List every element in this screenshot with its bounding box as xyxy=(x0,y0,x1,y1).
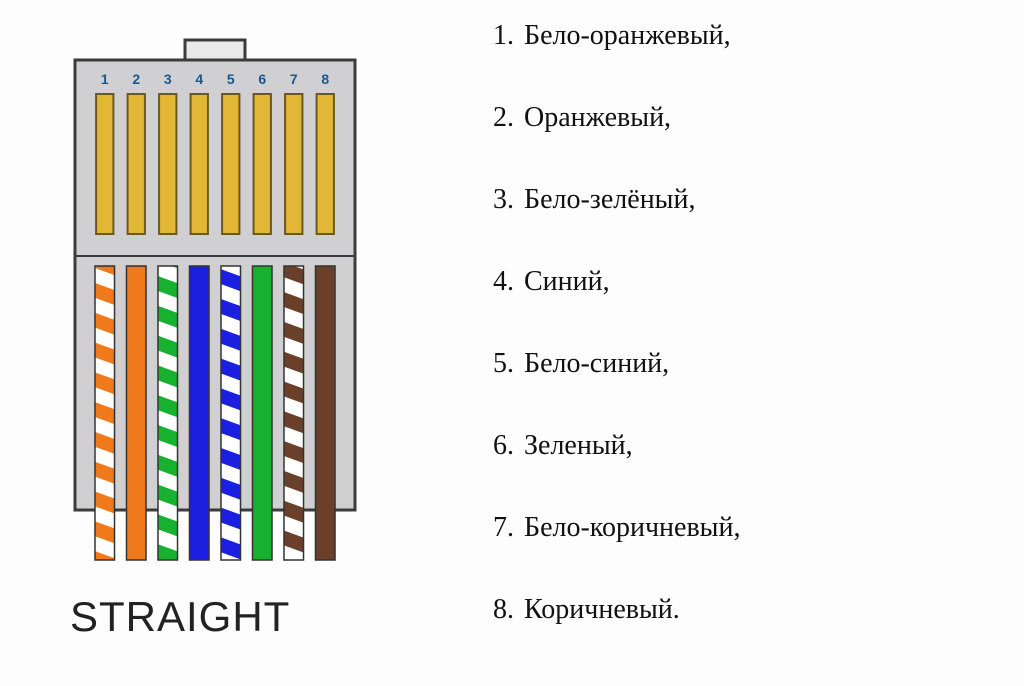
wire-list-number: 1. xyxy=(480,20,524,52)
wire-list-item: 7.Бело-коричневый, xyxy=(480,512,1024,594)
wire-list-text: Бело-зелёный, xyxy=(524,184,695,216)
wire-list-item: 2.Оранжевый, xyxy=(480,102,1024,184)
svg-text:3: 3 xyxy=(164,71,172,87)
wire-list-panel: 1.Бело-оранжевый,2.Оранжевый,3.Бело-зелё… xyxy=(480,0,1024,686)
svg-text:7: 7 xyxy=(290,71,298,87)
connector-panel: 1 2 3 4 5 6 7 8 STRAIGHT xyxy=(0,0,480,686)
svg-text:8: 8 xyxy=(321,71,329,87)
wire-list-text: Бело-синий, xyxy=(524,348,669,380)
wire-list-number: 3. xyxy=(480,184,524,216)
svg-text:6: 6 xyxy=(258,71,266,87)
wire-list-item: 1.Бело-оранжевый, xyxy=(480,20,1024,102)
svg-text:1: 1 xyxy=(101,71,109,87)
wire-list-text: Бело-оранжевый, xyxy=(524,20,731,52)
wire-list-item: 4.Синий, xyxy=(480,266,1024,348)
wire-list-item: 8.Коричневый. xyxy=(480,594,1024,676)
wire-list-number: 8. xyxy=(480,594,524,626)
wire-list-text: Оранжевый, xyxy=(524,102,671,134)
wire-color-list: 1.Бело-оранжевый,2.Оранжевый,3.Бело-зелё… xyxy=(480,20,1024,676)
wire-list-item: 3.Бело-зелёный, xyxy=(480,184,1024,266)
wire-list-item: 5.Бело-синий, xyxy=(480,348,1024,430)
diagram-container: 12345678 STRAIGHT 1.Бело-оранжевый,2.Ора… xyxy=(0,0,1024,686)
wire-list-text: Синий, xyxy=(524,266,610,298)
wire-list-number: 2. xyxy=(480,102,524,134)
rj45-connector: 1 2 3 4 5 6 7 8 xyxy=(55,30,480,575)
wire-list-item: 6.Зеленый, xyxy=(480,430,1024,512)
rj45-svg: 1 2 3 4 5 6 7 8 xyxy=(55,30,375,570)
wire-list-text: Зеленый, xyxy=(524,430,633,462)
wire-list-text: Коричневый. xyxy=(524,594,680,626)
wire-list-number: 6. xyxy=(480,430,524,462)
connector-label: STRAIGHT xyxy=(70,593,480,641)
wire-list-number: 4. xyxy=(480,266,524,298)
svg-text:4: 4 xyxy=(195,71,203,87)
wire-list-number: 5. xyxy=(480,348,524,380)
wire-list-number: 7. xyxy=(480,512,524,544)
wire-list-text: Бело-коричневый, xyxy=(524,512,740,544)
svg-text:5: 5 xyxy=(227,71,235,87)
svg-text:2: 2 xyxy=(132,71,140,87)
